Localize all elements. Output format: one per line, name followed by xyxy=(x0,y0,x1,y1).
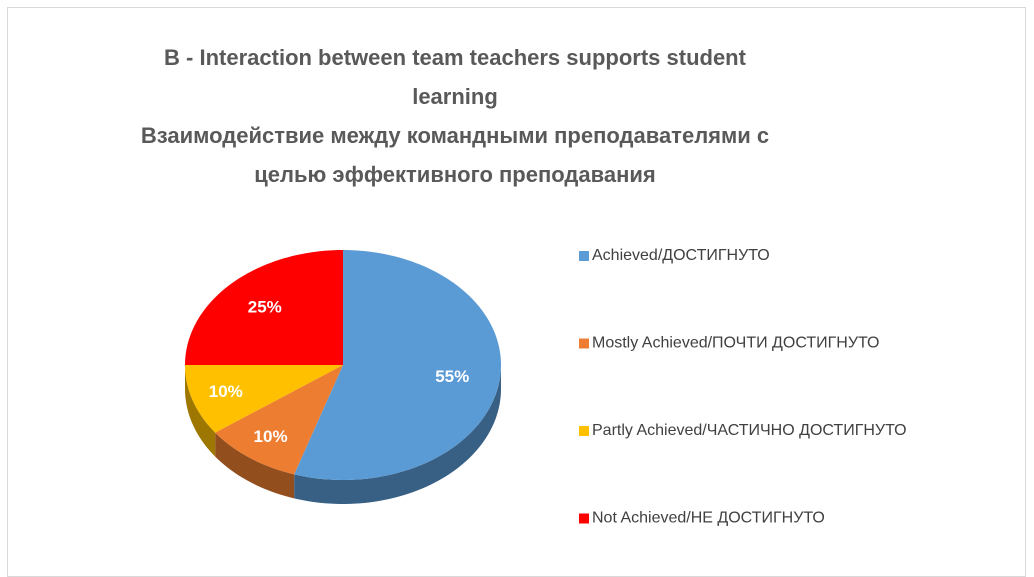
chart-subtitle: Взаимодействие между командными преподав… xyxy=(140,123,770,187)
slice xyxy=(185,250,343,365)
legend-label: Partly Achieved/ЧАСТИЧНО ДОСТИГНУТО xyxy=(592,422,907,439)
legend-swatch xyxy=(579,513,589,524)
legend-swatch xyxy=(579,338,589,349)
slice-side xyxy=(185,365,216,457)
legend-label: Not Achieved/НЕ ДОСТИГНУТО xyxy=(592,510,825,527)
data-label: 25% xyxy=(248,298,282,317)
data-label: 55% xyxy=(435,367,469,386)
slice xyxy=(185,365,343,433)
data-label: 10% xyxy=(209,382,243,401)
chart-title: B - Interaction between team teachers su… xyxy=(164,45,746,109)
legend-swatch xyxy=(579,426,589,436)
legend-swatch xyxy=(579,251,589,261)
legend-label: Mostly Achieved/ПОЧТИ ДОСТИГНУТО xyxy=(592,335,880,352)
slice xyxy=(215,365,343,475)
titles: B - Interaction between team teachers su… xyxy=(120,38,790,194)
legend-label: Achieved/ДОСТИГНУТО xyxy=(592,247,770,264)
slice-side xyxy=(294,365,501,504)
chart: 55% 10% 10% 25% Achieved/ДОСТИГНУТО Mostly Ac… xyxy=(185,247,907,527)
slice-side xyxy=(215,432,295,499)
data-label: 10% xyxy=(254,427,288,446)
slice xyxy=(294,250,501,480)
